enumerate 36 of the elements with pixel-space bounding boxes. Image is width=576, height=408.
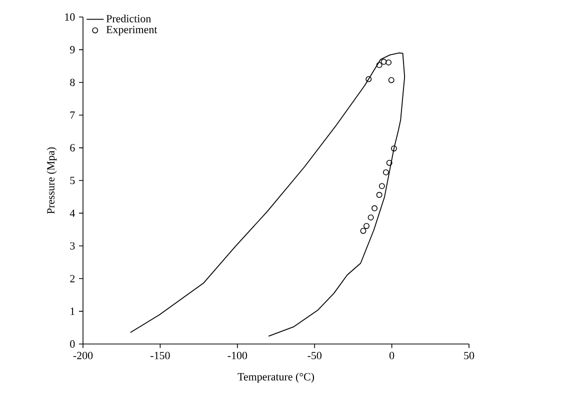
y-tick-label: 1 xyxy=(70,308,74,315)
y-tick-label: 5 xyxy=(70,176,75,184)
y-tick-label: 7 xyxy=(70,112,75,119)
point xyxy=(363,222,370,229)
point xyxy=(386,59,392,66)
x-tick-label: -50 xyxy=(308,352,322,360)
y-tick-label: 3 xyxy=(70,242,75,250)
y-tick-label: 9 xyxy=(70,46,75,54)
y-tick-label: 10 xyxy=(65,13,75,21)
line-series xyxy=(130,52,406,337)
point xyxy=(376,192,382,198)
point xyxy=(368,214,374,220)
y-tick-label: 4 xyxy=(70,210,75,217)
y-tick-label: 2 xyxy=(70,274,75,282)
x-tick-label: 0 xyxy=(389,352,394,360)
y-axis-title: Pressure (Mpa) xyxy=(46,147,57,214)
point xyxy=(372,205,378,212)
x-tick-label: -100 xyxy=(228,352,248,360)
point xyxy=(366,76,372,82)
point xyxy=(382,169,389,176)
legend-label: Prediction xyxy=(106,14,151,22)
point xyxy=(388,77,394,84)
point xyxy=(378,183,385,190)
point xyxy=(360,228,366,234)
x-axis-title: Temperature (°C) xyxy=(238,372,314,383)
y-tick-label: 6 xyxy=(70,144,75,152)
y-tick-label: 8 xyxy=(70,78,75,86)
x-tick-label: -200 xyxy=(73,352,93,360)
x-tick-label: 50 xyxy=(464,352,474,360)
point xyxy=(386,160,392,166)
point xyxy=(390,145,397,152)
point xyxy=(376,62,382,68)
x-tick-label: -150 xyxy=(150,352,170,360)
point xyxy=(380,58,387,65)
legend-label: Experiment xyxy=(106,26,158,36)
y-tick-label: 0 xyxy=(70,340,75,348)
